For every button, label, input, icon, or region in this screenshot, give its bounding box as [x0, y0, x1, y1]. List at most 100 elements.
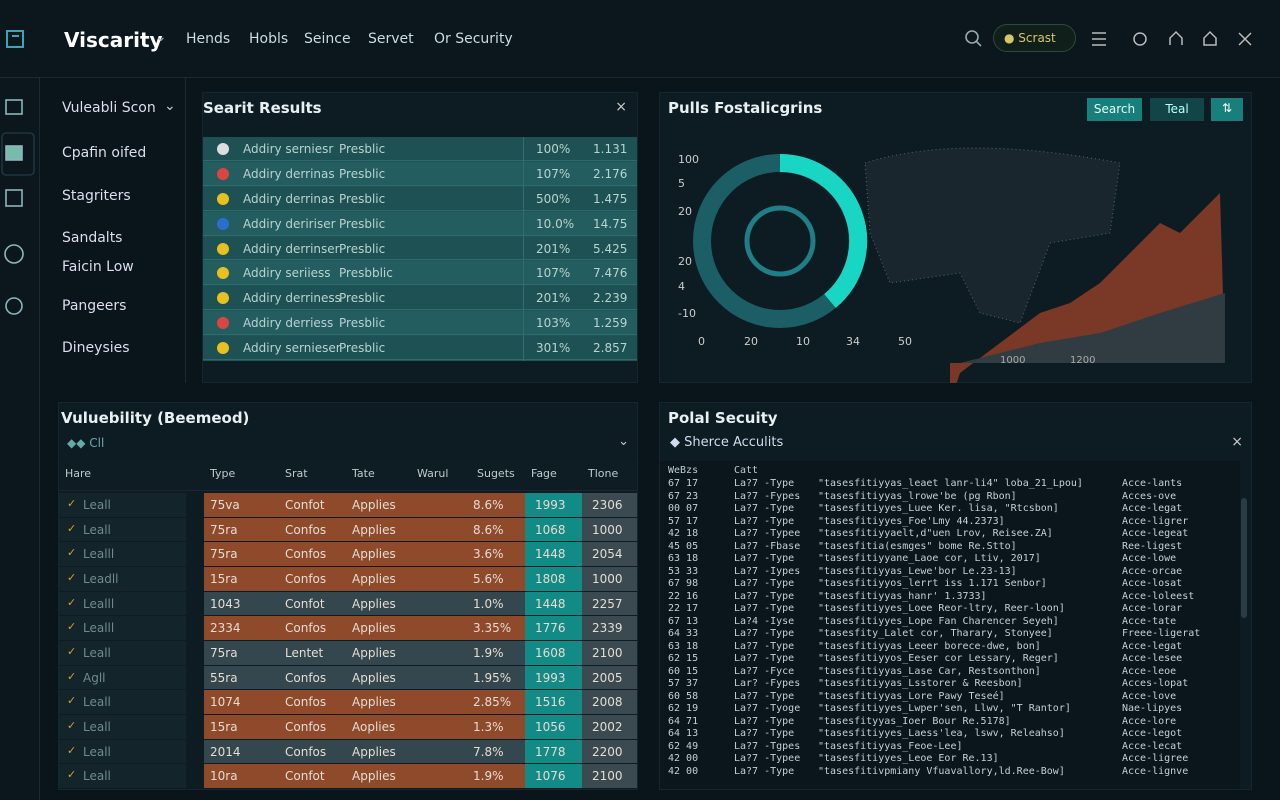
log-cell: 53 33 — [668, 565, 699, 577]
side-item[interactable]: Faicin Low — [62, 259, 134, 275]
panel-title: Pulls Fostalicgrins — [668, 99, 823, 117]
filter[interactable]: ◆◆ Cll — [67, 436, 105, 450]
icon-rail — [0, 78, 40, 800]
row-bg — [204, 591, 525, 616]
row-icon — [217, 242, 229, 255]
log-cell: Lar? -Fypes — [734, 678, 801, 689]
check: ✓ — [67, 620, 77, 634]
row-bg — [203, 211, 637, 236]
divider — [523, 211, 524, 237]
cell: Applies — [352, 695, 396, 710]
divider — [523, 311, 524, 337]
check: ✓ — [67, 694, 77, 708]
nav-item[interactable]: Seince — [304, 31, 351, 47]
log-cell: "tasesfitiyyes_Loee Reor-ltry, Reer-loon… — [818, 603, 1065, 614]
y-label: 100 — [678, 153, 699, 166]
log-cell: Acce-lecat — [1122, 740, 1183, 752]
cell: 100% — [536, 142, 571, 156]
tlone-bg — [582, 739, 637, 764]
cell: Applies — [352, 670, 396, 685]
cell: 55ra — [210, 670, 238, 685]
log-cell: Acce-legeat — [1122, 528, 1189, 539]
icon-button[interactable]: ⇅ — [1211, 98, 1243, 121]
pill-button[interactable]: ● Scrast — [993, 24, 1076, 52]
cell: 1056 — [535, 720, 566, 734]
divider — [523, 161, 524, 187]
log-cell: 62 19 — [668, 703, 699, 714]
log-cell: 67 23 — [668, 490, 699, 502]
log-cell: "tasesfityyas_Ioer Bour Re.5178] — [818, 715, 1011, 727]
cell: Confos — [285, 621, 327, 636]
column-header: Sugets — [477, 467, 515, 480]
log-cell: Acce-lorar — [1122, 603, 1183, 614]
log-cell: 60 15 — [668, 665, 699, 677]
check: ✓ — [67, 768, 77, 782]
row-icon — [217, 167, 229, 180]
log-cell: La?7 -Type — [734, 603, 795, 614]
cell: 2054 — [592, 547, 623, 562]
row-bg — [204, 567, 525, 591]
button[interactable]: Teal — [1150, 98, 1204, 121]
nav-item[interactable]: Hobls — [249, 31, 289, 47]
log-cell: "tasesfitiyyas_hanr' 1.3733] — [818, 590, 987, 602]
search-icon[interactable] — [964, 29, 984, 49]
vuln-table: Hare Type Srat Tate Warul Sugets Fage Tlone ✓ Lea… — [59, 461, 637, 789]
cell: 5.425 — [593, 241, 628, 256]
tlone-bg — [582, 641, 637, 665]
column-header: Type — [210, 467, 236, 480]
row-bg — [204, 542, 525, 566]
nav-item[interactable]: Servet — [368, 31, 414, 47]
cell: 1808 — [535, 572, 566, 586]
side-item[interactable]: Vuleabli Scon — [62, 100, 156, 116]
column-header: Catt — [734, 465, 759, 476]
cell: 2002 — [592, 720, 623, 734]
cell: 1448 — [535, 547, 566, 562]
chevron: ⌄ — [164, 98, 176, 114]
row-bg — [204, 517, 525, 542]
cell: Confot — [285, 498, 325, 512]
row-icon — [217, 342, 229, 355]
brand[interactable]: Viscarity — [64, 28, 163, 52]
cell: 14.75 — [593, 216, 628, 231]
y-label: 4 — [678, 280, 685, 293]
cell: 1608 — [535, 646, 566, 660]
scrollbar[interactable] — [1241, 498, 1247, 618]
cell: Leall — [83, 498, 111, 512]
log-cell: Acce-legat — [1122, 503, 1183, 514]
side-item[interactable]: Stagriters — [62, 188, 131, 204]
row-bg — [204, 616, 525, 640]
row-bg — [203, 286, 637, 311]
cell: 2014 — [210, 744, 241, 759]
log-cell: 64 33 — [668, 628, 699, 639]
cell: Confos — [285, 547, 327, 562]
cell: 10ra — [210, 769, 238, 784]
y-label: 20 — [678, 205, 692, 218]
button[interactable]: Search — [1087, 98, 1142, 121]
cell: 15ra — [210, 720, 238, 734]
row-bg — [203, 161, 637, 186]
log-cell: 45 05 — [668, 540, 699, 552]
log-cell: La?7 -Type — [734, 690, 795, 702]
side-item[interactable]: Sandalts — [62, 230, 123, 246]
nav-item[interactable]: Or Security — [434, 31, 513, 47]
log-cell: Acce-lowe — [1122, 553, 1177, 564]
close[interactable]: × — [615, 99, 627, 115]
nav-item[interactable]: Hends — [186, 31, 231, 47]
row-name-bg — [59, 616, 186, 640]
chevron: ⌄ — [618, 434, 629, 449]
close[interactable]: × — [1231, 434, 1243, 450]
check: ✓ — [67, 743, 77, 757]
side-item[interactable]: Pangeers — [62, 298, 127, 314]
cell: 2.176 — [593, 166, 628, 181]
check: ✓ — [67, 719, 77, 732]
side-item[interactable]: Cpafin oifed — [62, 145, 147, 161]
cell: 15ra — [210, 572, 238, 586]
side-item[interactable]: Dineysies — [62, 340, 130, 356]
cell: Confot — [285, 769, 325, 784]
cell: Applies — [352, 498, 396, 512]
tlone-bg — [582, 591, 637, 616]
log-cell: La?7 -Typee — [734, 528, 801, 539]
cell: Addiry derriness — [243, 291, 341, 306]
log-cell: "tasesfitiyyes_Lwper'sen, Llwv, "T Ranto… — [818, 703, 1071, 714]
check: ✓ — [67, 521, 77, 535]
